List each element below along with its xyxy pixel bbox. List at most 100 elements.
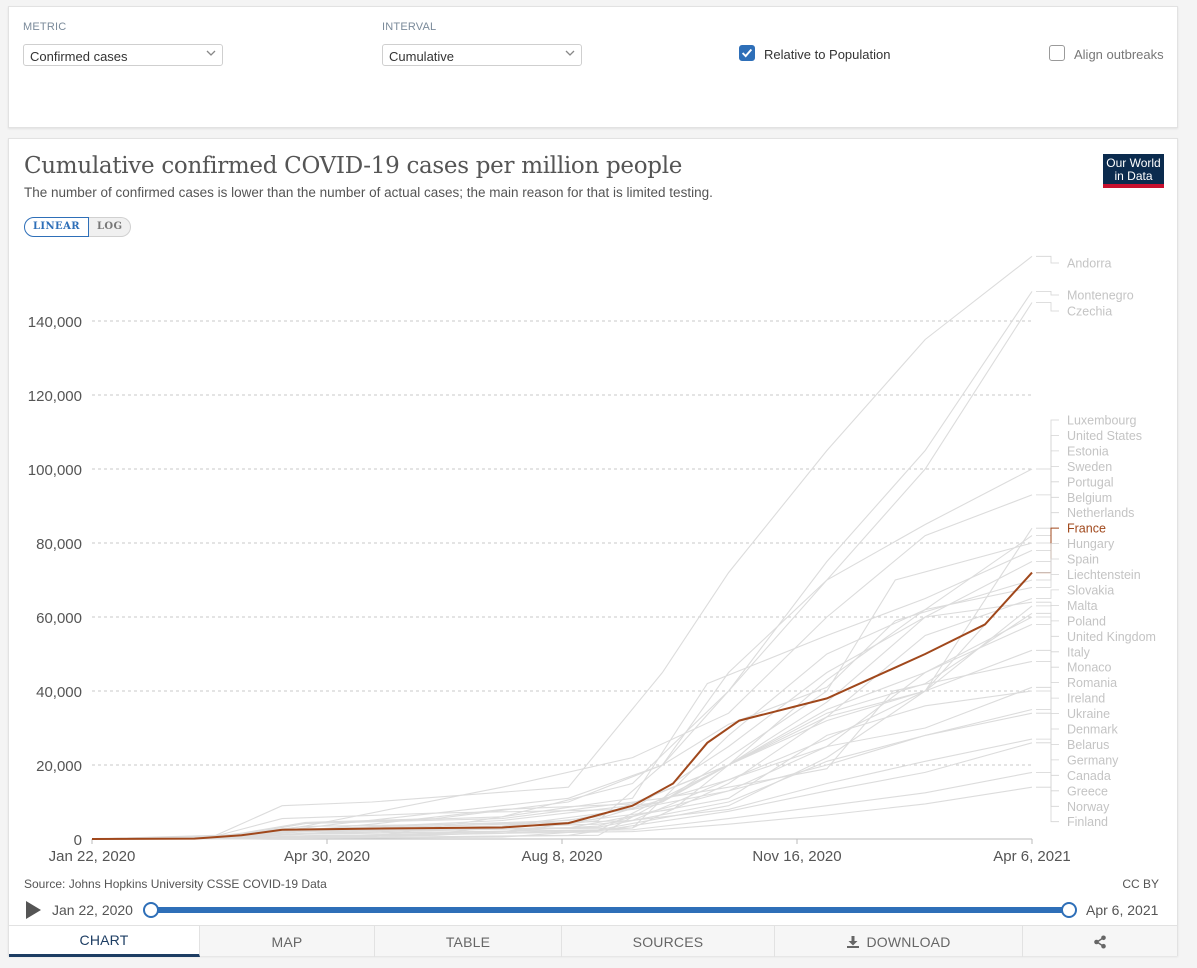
series-label[interactable]: Luxembourg <box>1067 414 1137 428</box>
x-tick-label: Jan 22, 2020 <box>49 848 136 865</box>
label-connector <box>1036 772 1059 807</box>
label-connector <box>1036 255 1059 264</box>
align-outbreaks-toggle[interactable]: Align outbreaks <box>1049 43 1164 62</box>
scale-toggle: LINEAR LOG <box>24 217 132 237</box>
series-label[interactable]: Estonia <box>1067 444 1109 458</box>
tab-table-label: TABLE <box>445 933 491 950</box>
label-connector <box>1036 466 1059 536</box>
series-label[interactable]: Monaco <box>1067 661 1112 675</box>
series-label[interactable]: Finland <box>1067 815 1108 829</box>
series-label[interactable]: Romania <box>1067 676 1117 690</box>
series-label[interactable]: United Kingdom <box>1067 630 1156 644</box>
tab-table[interactable]: TABLE <box>375 926 562 957</box>
series-label[interactable]: Spain <box>1067 553 1099 567</box>
label-connector <box>1036 450 1059 529</box>
timeline-start-handle[interactable] <box>143 902 159 918</box>
series-line-france[interactable] <box>91 571 1033 840</box>
series-line-malta[interactable] <box>91 605 1033 840</box>
label-connector <box>1036 712 1059 761</box>
series-line-luxembourg[interactable] <box>91 468 1033 840</box>
log-scale-button[interactable]: LOG <box>88 217 132 237</box>
metric-select[interactable]: Confirmed cases <box>23 44 223 66</box>
tab-sources[interactable]: SOURCES <box>562 926 775 957</box>
series-label[interactable]: Slovakia <box>1067 583 1114 597</box>
series-line-ukraine[interactable] <box>92 686 1033 840</box>
y-axis-ticks: 0 20,000 40,000 60,000 80,000 100,000 120,000 1… <box>28 314 82 849</box>
timeline-track[interactable] <box>151 907 1069 913</box>
checkbox-checked-icon[interactable] <box>739 44 755 61</box>
series-line-estonia[interactable] <box>91 527 1033 840</box>
tab-map[interactable]: MAP <box>200 926 375 957</box>
label-connector <box>1036 435 1059 496</box>
logo-line-2: in Data <box>1114 169 1153 183</box>
series-label[interactable]: Greece <box>1067 784 1108 798</box>
series-line-finland[interactable] <box>91 786 1033 840</box>
label-connector <box>1036 543 1059 573</box>
label-connector <box>1036 616 1059 653</box>
series-label[interactable]: Czechia <box>1067 305 1112 319</box>
series-label[interactable]: Norway <box>1067 800 1110 814</box>
series-labels: AndorraMontenegroCzechiaLuxembourgUnited… <box>1036 255 1156 829</box>
series-label[interactable]: Denmark <box>1067 723 1118 737</box>
series-label[interactable]: Hungary <box>1067 537 1115 551</box>
series-label[interactable]: Canada <box>1067 769 1111 783</box>
chart-subtitle: The number of confirmed cases is lower t… <box>24 185 713 200</box>
series-line-belgium[interactable] <box>91 549 1033 840</box>
series-label[interactable]: Germany <box>1067 753 1119 767</box>
series-line-italy[interactable] <box>91 616 1033 840</box>
series-label[interactable]: Italy <box>1067 645 1091 659</box>
series-label[interactable]: Poland <box>1067 614 1106 628</box>
series-label[interactable]: United States <box>1067 429 1142 443</box>
series-line-andorra[interactable] <box>91 255 1033 840</box>
y-tick-label: 120,000 <box>28 388 82 405</box>
chart-tabs: CHART MAP TABLE SOURCES DOWNLOAD <box>9 925 1177 957</box>
label-connector <box>1036 558 1059 581</box>
series-label[interactable]: Belgium <box>1067 491 1112 505</box>
tab-download[interactable]: DOWNLOAD <box>775 926 1023 957</box>
series-label[interactable]: Belarus <box>1067 738 1109 752</box>
relative-to-population-toggle[interactable]: Relative to Population <box>739 43 890 62</box>
y-tick-label: 0 <box>74 832 82 849</box>
series-label[interactable]: Ukraine <box>1067 707 1110 721</box>
series-line-czechia[interactable] <box>91 302 1033 840</box>
series-line-sweden[interactable] <box>91 535 1033 840</box>
metric-select-value: Confirmed cases <box>30 49 128 64</box>
series-line-ireland[interactable] <box>91 660 1033 840</box>
series-label[interactable]: Malta <box>1067 599 1098 613</box>
series-line-norway[interactable] <box>91 771 1033 840</box>
chevron-down-icon <box>206 50 216 56</box>
share-icon <box>1094 935 1106 948</box>
label-connector <box>1036 512 1059 562</box>
checkbox-unchecked-icon[interactable] <box>1049 44 1065 61</box>
chevron-down-icon <box>565 50 575 56</box>
label-connector <box>1036 649 1059 683</box>
tab-share[interactable] <box>1023 926 1177 957</box>
series-label[interactable]: Portugal <box>1067 475 1114 489</box>
timeline-start-date: Jan 22, 2020 <box>52 902 133 918</box>
license-link[interactable]: CC BY <box>1122 877 1159 891</box>
timeline-end-handle[interactable] <box>1061 902 1077 918</box>
play-icon[interactable] <box>26 901 41 919</box>
series-line-belarus[interactable] <box>92 708 1033 840</box>
series-label[interactable]: France <box>1067 522 1106 536</box>
series-label[interactable]: Montenegro <box>1067 289 1134 303</box>
y-tick-label: 60,000 <box>36 610 82 627</box>
series-label[interactable]: Sweden <box>1067 460 1112 474</box>
series-line-united-kingdom[interactable] <box>91 601 1033 840</box>
interval-label: INTERVAL <box>382 21 437 33</box>
label-connector <box>1036 291 1059 296</box>
tab-chart[interactable]: CHART <box>9 926 200 957</box>
series-label[interactable]: Andorra <box>1067 257 1112 271</box>
linear-scale-button[interactable]: LINEAR <box>24 217 89 237</box>
controls-panel: METRIC Confirmed cases INTERVAL Cumulati… <box>8 6 1178 128</box>
label-connector <box>1036 624 1059 668</box>
line-chart: 0 20,000 40,000 60,000 80,000 100,000 120,000 1… <box>28 255 1156 865</box>
series-label[interactable]: Ireland <box>1067 692 1105 706</box>
series-line-spain[interactable] <box>91 579 1033 840</box>
interval-select[interactable]: Cumulative <box>382 44 582 66</box>
series-lines <box>91 255 1033 840</box>
series-label[interactable]: Netherlands <box>1067 506 1134 520</box>
series-label[interactable]: Liechtenstein <box>1067 568 1141 582</box>
series-line-montenegro[interactable] <box>92 291 1033 840</box>
owid-logo[interactable]: Our World in Data <box>1103 154 1164 188</box>
